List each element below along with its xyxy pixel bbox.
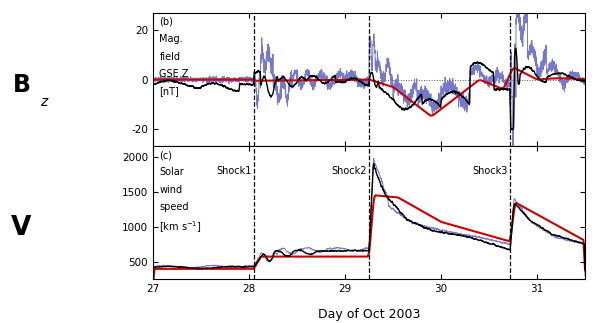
Text: wind: wind bbox=[160, 185, 182, 195]
Text: Mag.: Mag. bbox=[160, 34, 183, 44]
Text: (c): (c) bbox=[160, 150, 172, 160]
Text: Shock3: Shock3 bbox=[473, 166, 508, 176]
Text: $z$: $z$ bbox=[40, 95, 50, 109]
Text: Shock1: Shock1 bbox=[217, 166, 252, 176]
Text: (b): (b) bbox=[160, 17, 173, 27]
Text: [nT]: [nT] bbox=[160, 86, 179, 96]
Text: Day of Oct 2003: Day of Oct 2003 bbox=[318, 308, 420, 321]
Text: $\mathbf{B}$: $\mathbf{B}$ bbox=[12, 74, 30, 97]
Text: GSE Z: GSE Z bbox=[160, 69, 189, 79]
Text: Solar: Solar bbox=[160, 167, 184, 177]
Text: field: field bbox=[160, 52, 181, 62]
Text: [km s$^{-1}$]: [km s$^{-1}$] bbox=[160, 219, 202, 235]
Text: $\mathbf{V}$: $\mathbf{V}$ bbox=[10, 215, 32, 240]
Text: Shock2: Shock2 bbox=[332, 166, 367, 176]
Text: speed: speed bbox=[160, 202, 189, 212]
